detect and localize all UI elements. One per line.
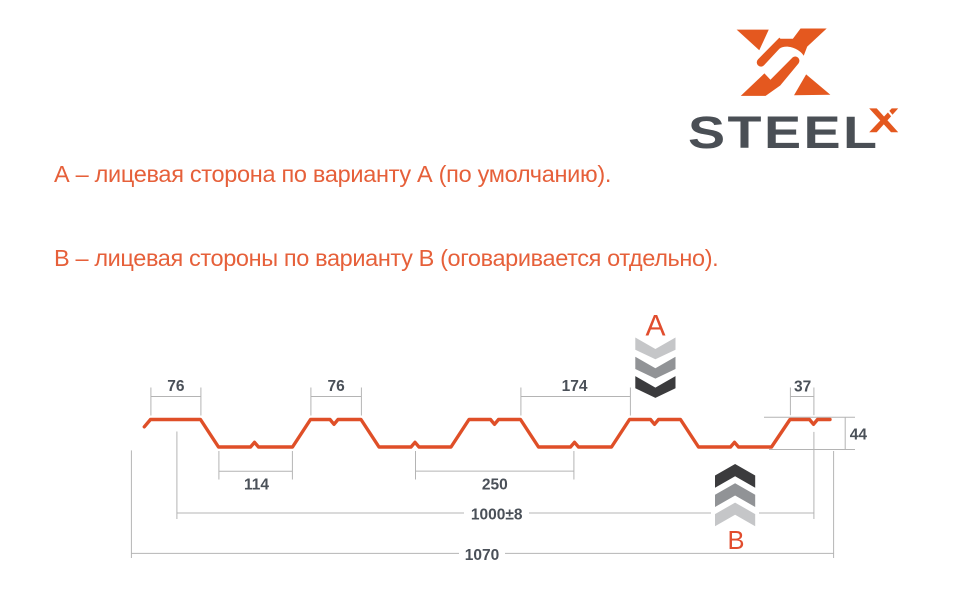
svg-text:В: В [727, 527, 744, 555]
svg-text:76: 76 [327, 378, 345, 395]
svg-text:174: 174 [562, 378, 588, 395]
svg-text:114: 114 [244, 477, 269, 494]
svg-text:76: 76 [167, 378, 185, 395]
svg-text:37: 37 [794, 379, 811, 396]
svg-text:1070: 1070 [465, 547, 499, 564]
svg-text:1000±8: 1000±8 [471, 506, 523, 523]
svg-text:44: 44 [850, 427, 868, 444]
svg-text:А: А [645, 310, 665, 343]
svg-text:250: 250 [482, 477, 508, 494]
